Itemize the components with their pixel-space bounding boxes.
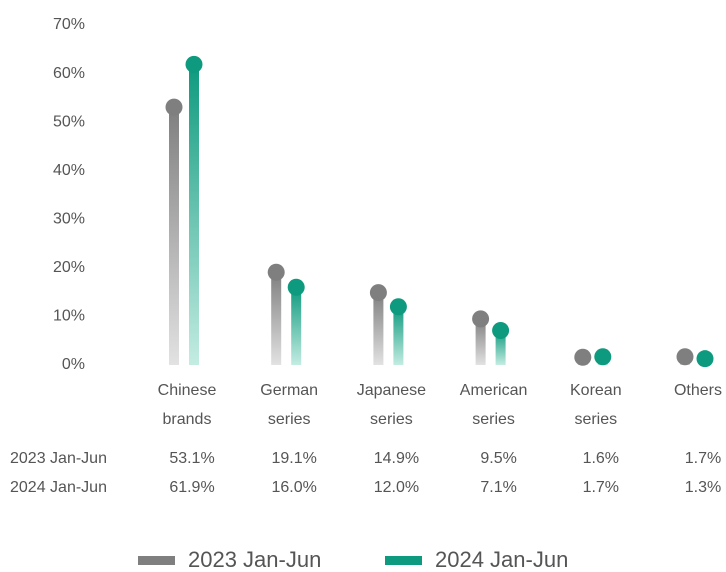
y-tick-label: 0%: [62, 356, 85, 373]
dot: [165, 98, 183, 116]
table-value: 1.6%: [583, 450, 619, 467]
bar: [291, 287, 302, 365]
dot: [676, 348, 694, 366]
bar: [495, 330, 506, 365]
y-tick-label: 70%: [53, 16, 85, 33]
x-tick-label: Korean series: [570, 382, 622, 428]
y-tick-label: 60%: [53, 65, 85, 82]
table-value: 14.9%: [374, 450, 419, 467]
table-value: 12.0%: [374, 479, 419, 496]
dot: [185, 55, 203, 73]
table-value: 53.1%: [169, 450, 214, 467]
dot: [389, 298, 407, 316]
dot: [287, 278, 305, 296]
table-row-label: 2023 Jan-Jun: [10, 450, 107, 467]
table-value: 1.3%: [685, 479, 721, 496]
table-value: 9.5%: [480, 450, 516, 467]
bar: [393, 306, 404, 365]
legend-label: 2024 Jan-Jun: [435, 547, 568, 572]
dot: [369, 284, 387, 302]
bar: [189, 64, 199, 365]
dot: [594, 348, 612, 366]
y-tick-label: 40%: [53, 162, 85, 179]
dot: [267, 263, 285, 281]
x-tick-label: Chinese brands: [157, 382, 217, 428]
table-value: 19.1%: [272, 450, 317, 467]
table-value: 1.7%: [685, 450, 721, 467]
bar: [373, 292, 384, 365]
table-value: 7.1%: [480, 479, 516, 496]
dot: [472, 310, 490, 328]
x-tick-label: Others: [673, 382, 722, 399]
dot: [492, 322, 510, 340]
x-tick-label: German series: [260, 382, 319, 428]
table-row-label: 2024 Jan-Jun: [10, 479, 107, 496]
table-value: 1.7%: [583, 479, 619, 496]
y-tick-label: 10%: [53, 308, 85, 325]
legend-label: 2023 Jan-Jun: [188, 547, 321, 572]
bar: [271, 272, 282, 365]
table-value: 16.0%: [272, 479, 317, 496]
dot: [574, 348, 592, 366]
x-tick-label: American series: [459, 382, 528, 428]
bar: [475, 318, 486, 365]
table-value: 61.9%: [169, 479, 214, 496]
x-tick-label: Japanese series: [356, 382, 427, 428]
dot: [696, 350, 714, 368]
y-tick-label: 20%: [53, 259, 85, 276]
legend-swatch: [138, 556, 175, 565]
y-tick-label: 30%: [53, 211, 85, 228]
legend-swatch: [385, 556, 422, 565]
y-tick-label: 50%: [53, 113, 85, 130]
bar: [169, 107, 179, 365]
